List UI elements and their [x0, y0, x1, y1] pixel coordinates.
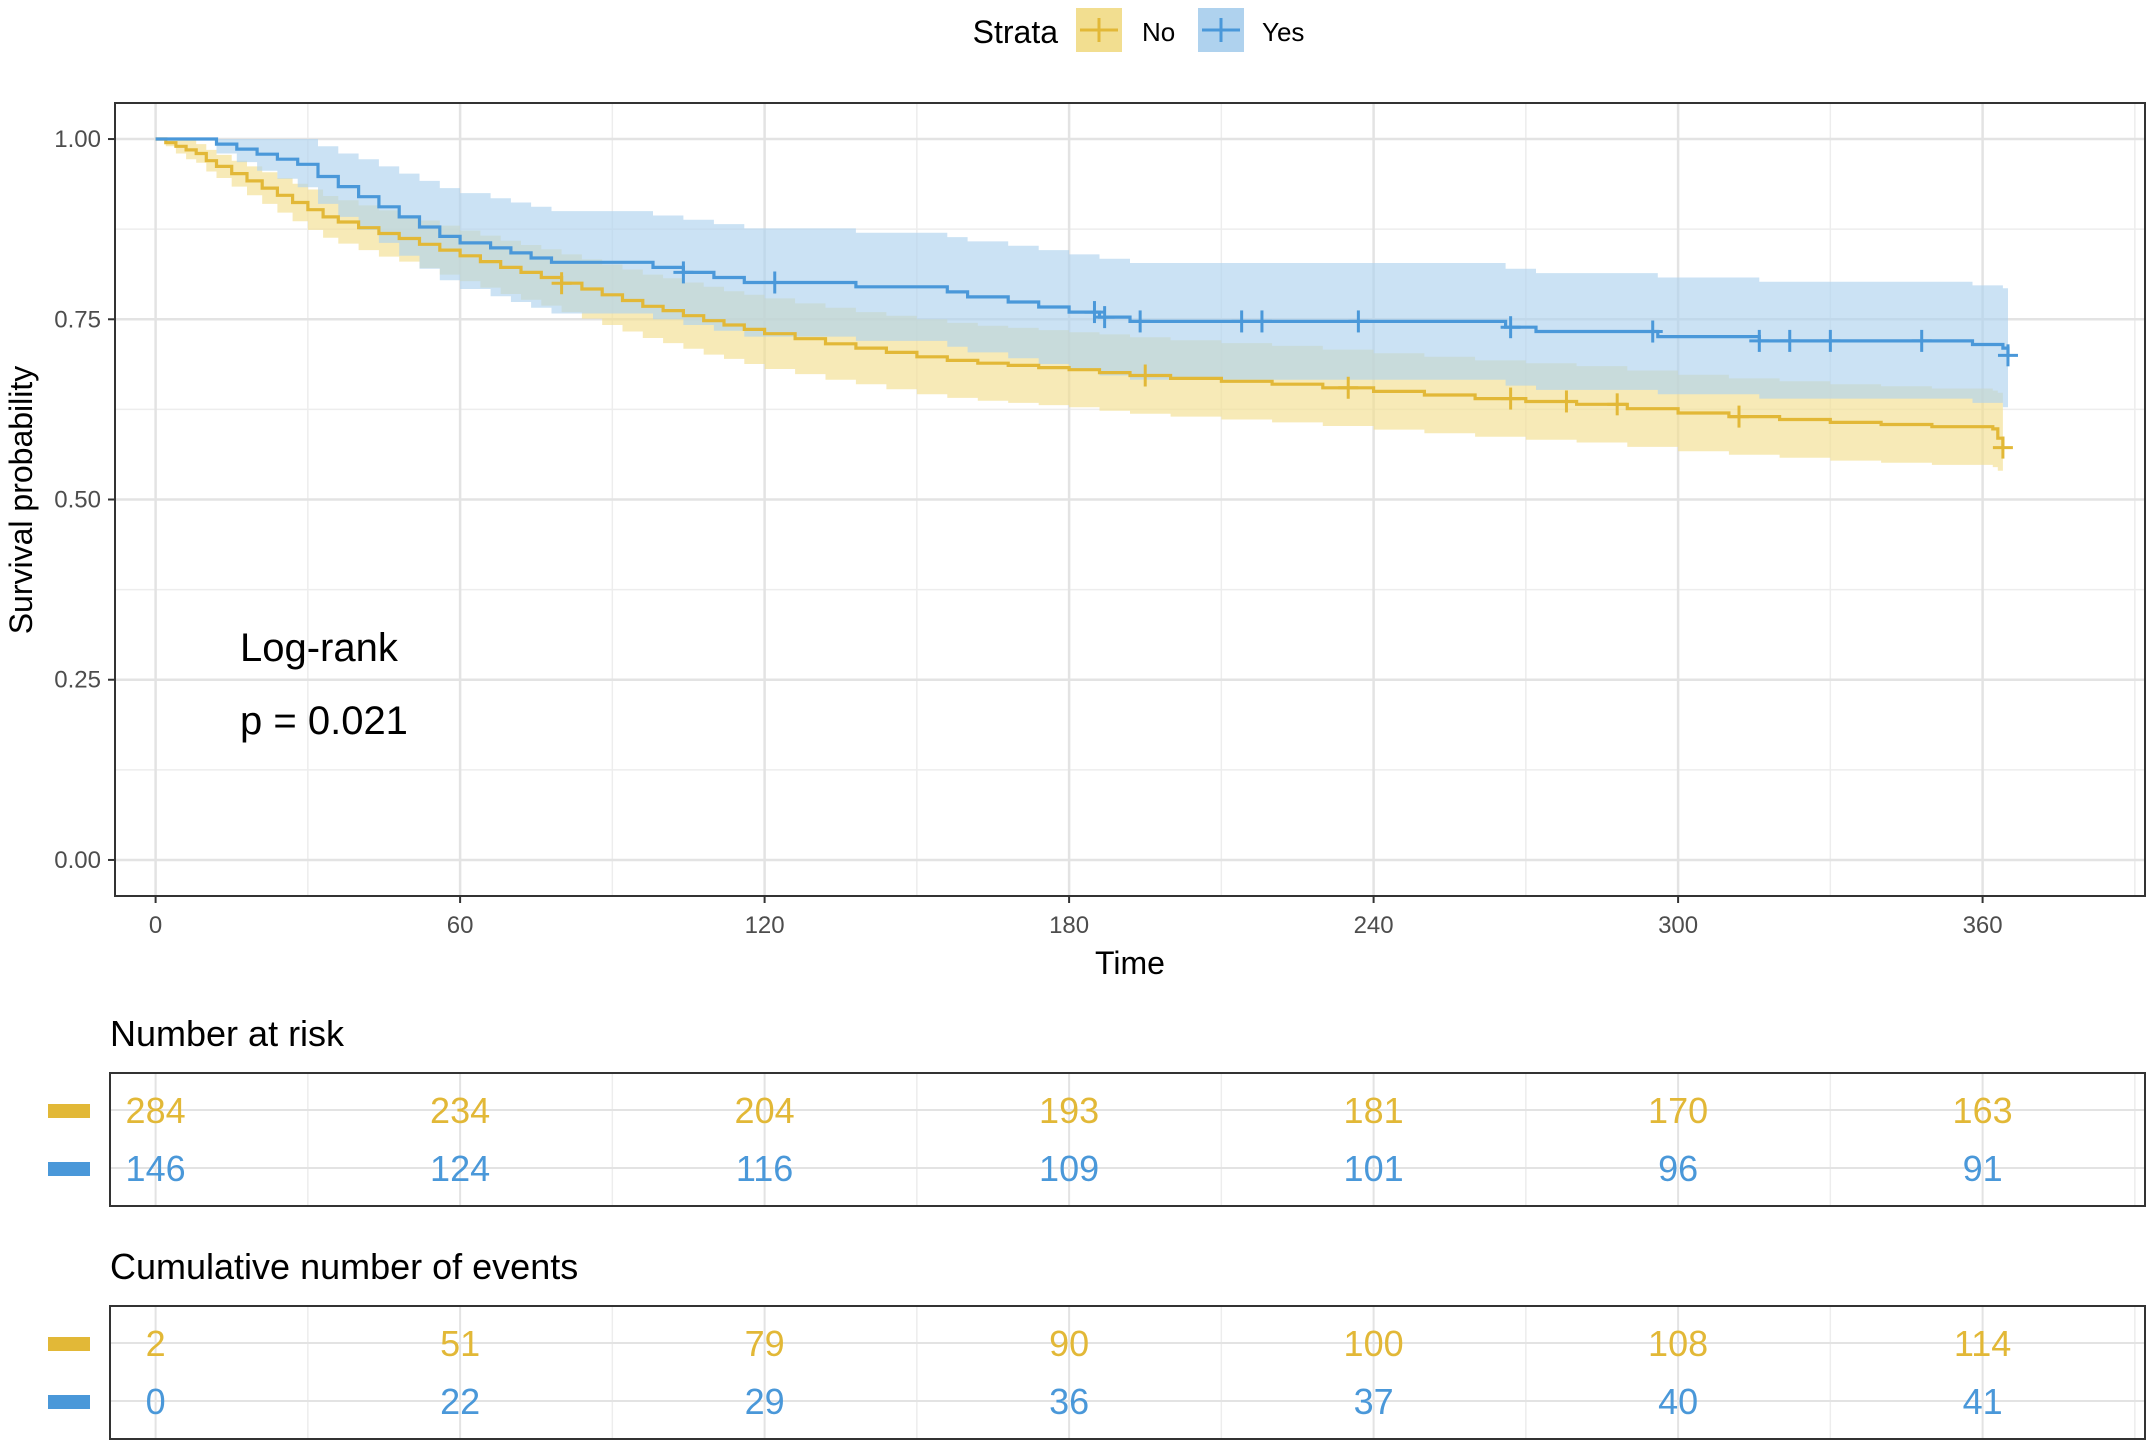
survival-curves: [155, 137, 2010, 448]
risk-table-grid: [110, 1073, 2145, 1206]
risk-table-value-yes: 146: [126, 1148, 186, 1189]
censor-marks: [551, 261, 2018, 459]
logrank-label: Log-rank: [240, 626, 399, 670]
risk-table-value-yes: 116: [736, 1148, 793, 1189]
events-table-value-no: 108: [1648, 1323, 1708, 1364]
y-tick-label: 0.50: [54, 487, 101, 514]
events-table-value-no: 2: [146, 1323, 166, 1364]
risk-row-key-no: [48, 1104, 90, 1118]
events-table-value-no: 100: [1344, 1323, 1404, 1364]
events-table-value-yes: 29: [745, 1381, 785, 1422]
risk-table-value-yes: 109: [1039, 1148, 1099, 1189]
y-tick-label: 1.00: [54, 126, 101, 153]
risk-table-value-no: 181: [1344, 1090, 1404, 1131]
events-table-value-yes: 22: [440, 1381, 480, 1422]
main-plot-panel: 0 60 120 180 240 300 360 0.00 0.25 0.50 0.75 1.00: [54, 102, 2146, 939]
risk-table-value-no: 204: [735, 1090, 795, 1131]
risk-table-value-no: 284: [126, 1090, 186, 1131]
events-table-border: [109, 1305, 2146, 1440]
events-table-value-yes: 37: [1354, 1381, 1394, 1422]
events-row-key-no: [48, 1337, 90, 1351]
events-table-value-no: 51: [440, 1323, 480, 1364]
events-table-value-no: 114: [1954, 1323, 2011, 1364]
risk-table-value-no: 234: [430, 1090, 490, 1131]
x-tick-label: 60: [447, 912, 474, 939]
risk-row-key-yes: [48, 1162, 90, 1176]
x-tick-label: 240: [1354, 912, 1394, 939]
y-axis-title: Survival probability: [3, 366, 39, 635]
legend-title: Strata: [973, 14, 1059, 50]
y-tick-label: 0.75: [54, 306, 101, 333]
risk-table-title: Number at risk: [110, 1013, 345, 1054]
x-tick-label: 360: [1963, 912, 2003, 939]
y-tick-label: 0.25: [54, 667, 101, 694]
ci-band-yes: [155, 139, 2009, 413]
y-tick-label: 0.00: [54, 847, 101, 874]
x-axis-ticks: 0 60 120 180 240 300 360: [149, 896, 2003, 939]
survival-line-yes: [155, 137, 2010, 356]
legend: Strata No Yes: [973, 8, 1304, 52]
events-table-value-yes: 36: [1049, 1381, 1089, 1422]
risk-table-value-yes: 101: [1344, 1148, 1404, 1189]
events-table-value-no: 79: [745, 1323, 785, 1364]
x-tick-label: 120: [745, 912, 785, 939]
risk-table-value-yes: 124: [430, 1148, 490, 1189]
x-tick-label: 300: [1658, 912, 1698, 939]
survival-line-no: [155, 137, 2005, 448]
risk-table-value-no: 163: [1953, 1090, 2013, 1131]
x-axis-title: Time: [1095, 945, 1165, 981]
events-row-key-yes: [48, 1395, 90, 1409]
risk-table-value-no: 170: [1648, 1090, 1708, 1131]
events-table: 2 51 79 90 100 108 114 0 22 29 36 37 40 41: [48, 1305, 2146, 1440]
events-table-value-yes: 41: [1963, 1381, 2003, 1422]
legend-label-yes: Yes: [1262, 17, 1304, 47]
risk-table-value-no: 193: [1039, 1090, 1099, 1131]
events-table-value-yes: 40: [1658, 1381, 1698, 1422]
events-table-values: 2 51 79 90 100 108 114 0 22 29 36 37 40 41: [146, 1323, 2012, 1422]
risk-table-values: 284 234 204 193 181 170 163 146 124 116 109 101 96 91: [126, 1090, 2013, 1189]
p-value-label: p = 0.021: [240, 699, 408, 743]
x-tick-label: 0: [149, 912, 162, 939]
legend-label-no: No: [1142, 17, 1175, 47]
y-axis-ticks: 0.00 0.25 0.50 0.75 1.00: [54, 126, 115, 874]
events-table-grid: [110, 1306, 2145, 1439]
risk-table: 284 234 204 193 181 170 163 146 124 116 109 101 96 91: [48, 1072, 2146, 1207]
risk-table-value-yes: 96: [1658, 1148, 1698, 1189]
risk-table-value-yes: 91: [1963, 1148, 2003, 1189]
events-table-value-yes: 0: [146, 1381, 166, 1422]
confidence-bands: [155, 139, 2009, 471]
events-table-value-no: 90: [1049, 1323, 1089, 1364]
risk-table-border: [109, 1072, 2146, 1207]
x-tick-label: 180: [1049, 912, 1089, 939]
events-table-title: Cumulative number of events: [110, 1246, 578, 1287]
